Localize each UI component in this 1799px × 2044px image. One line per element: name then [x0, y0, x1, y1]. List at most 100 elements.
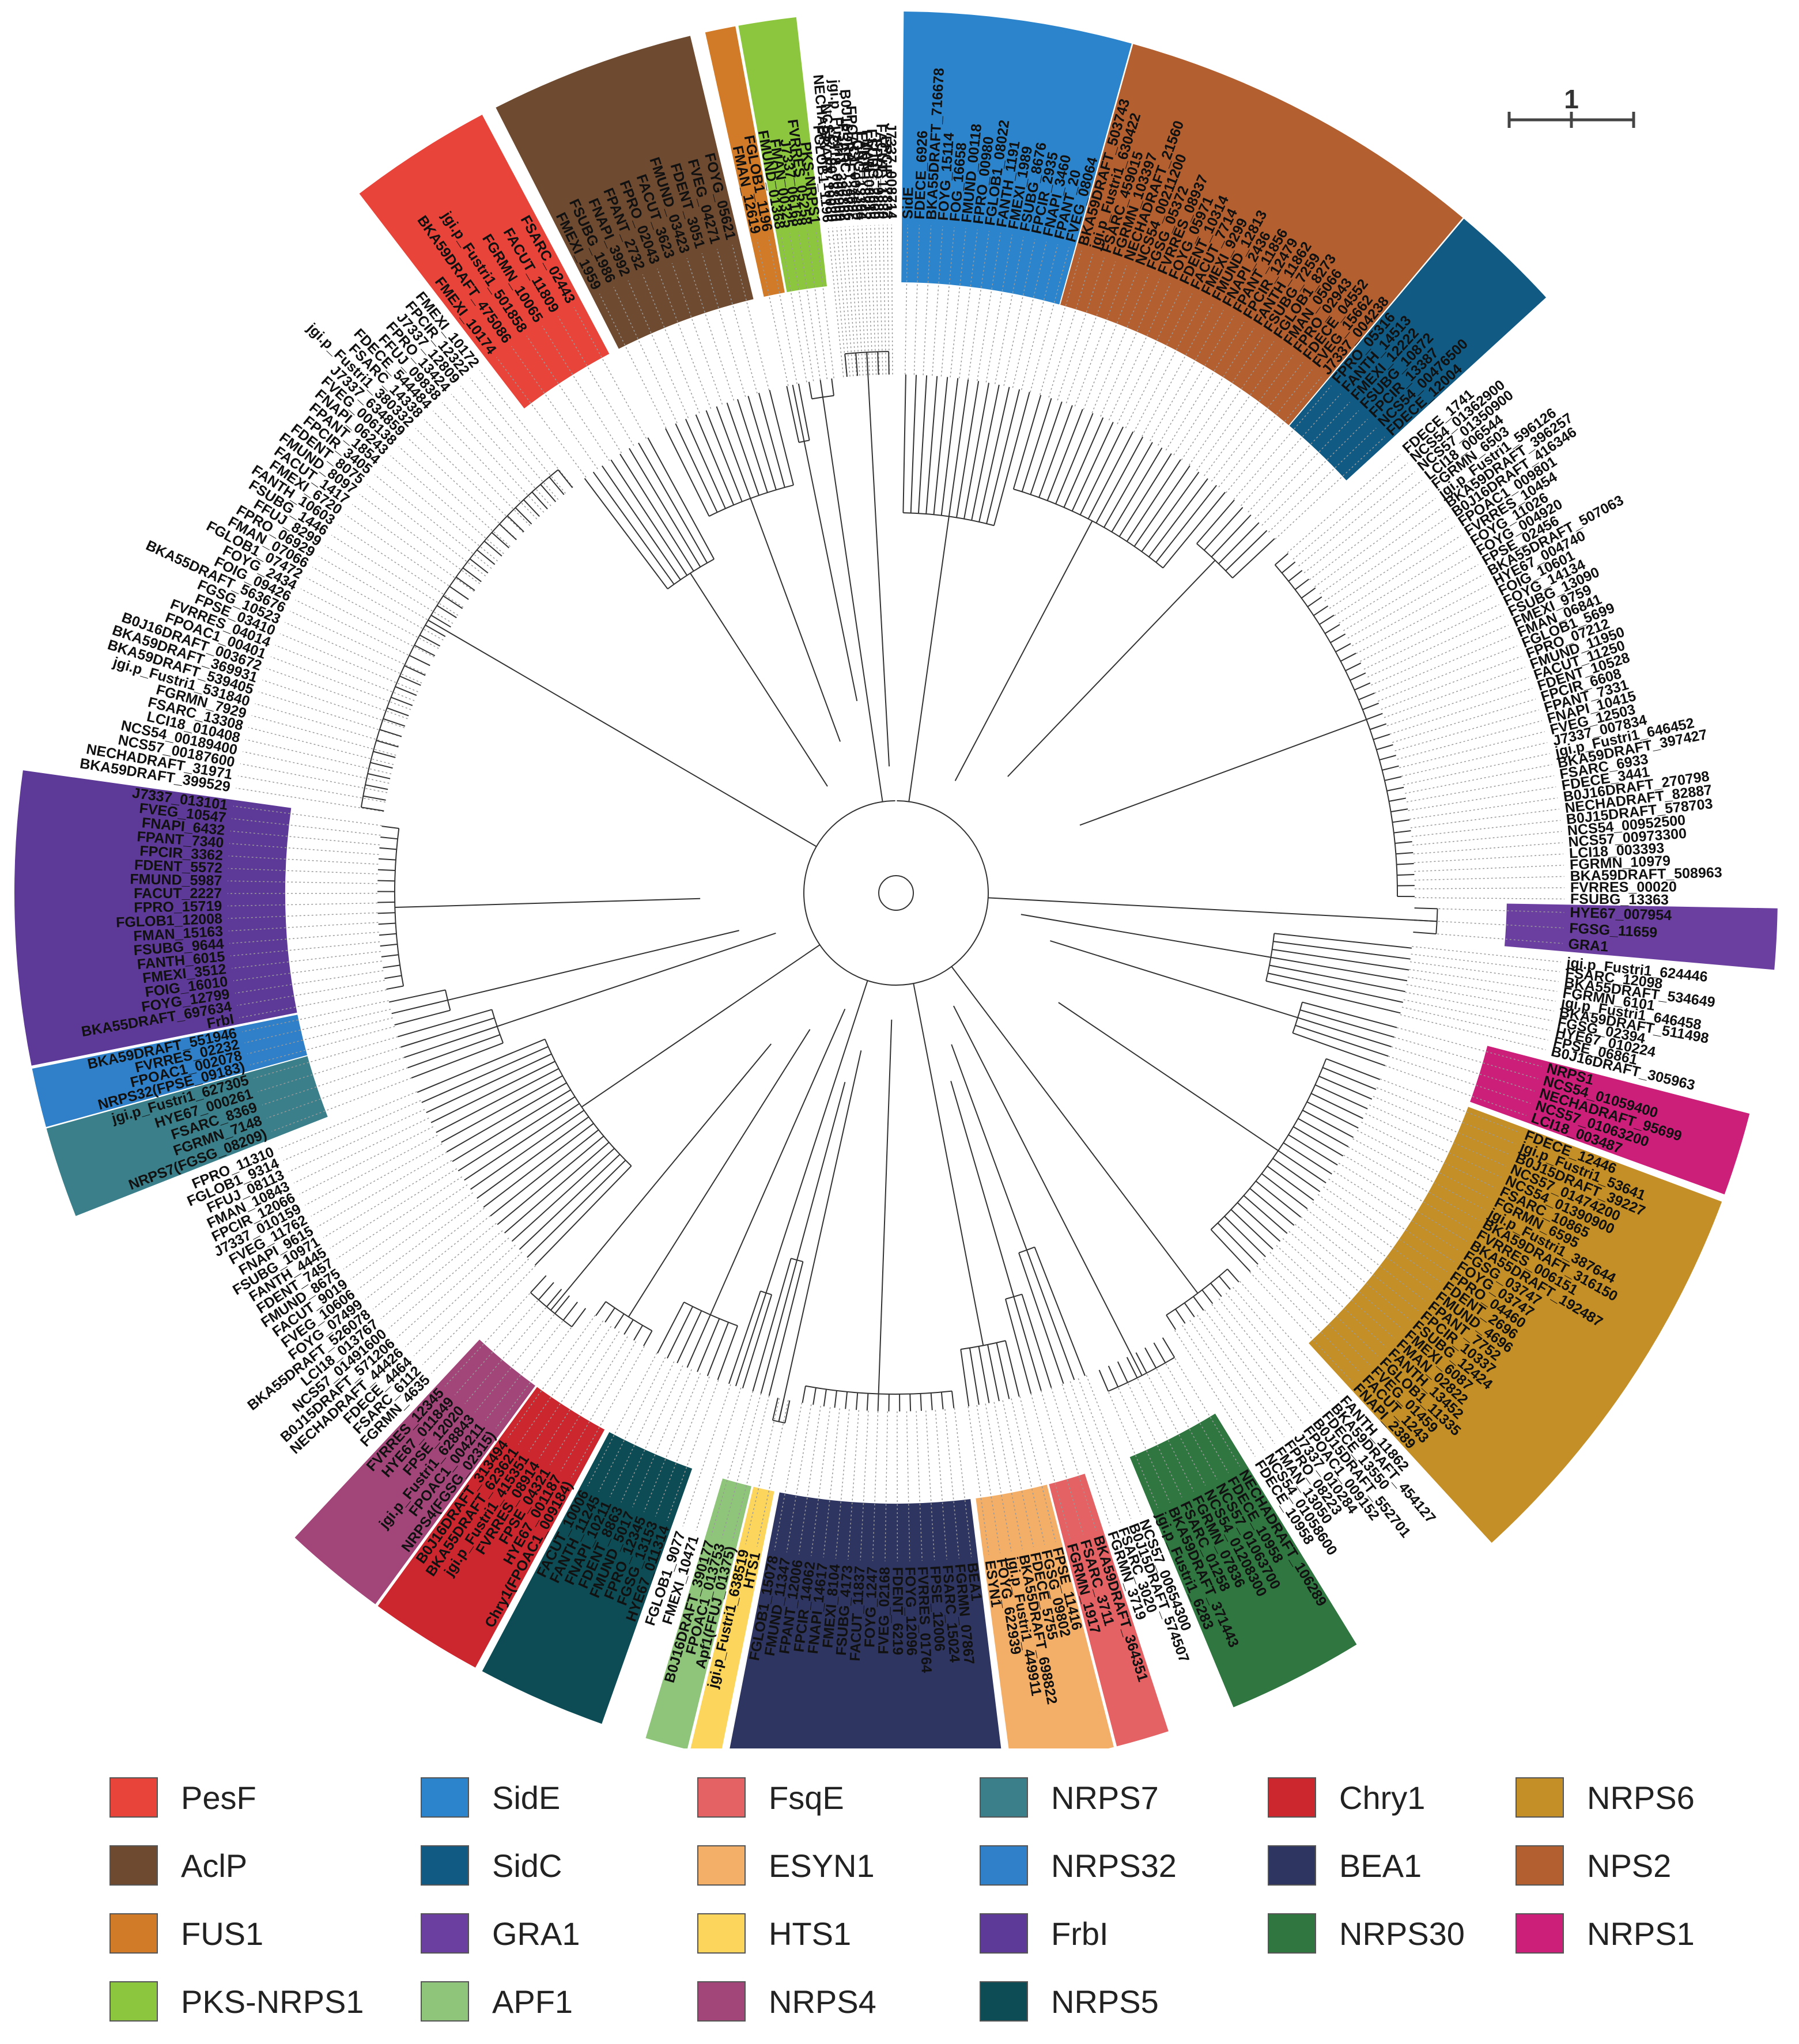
branch-spoke [419, 634, 441, 647]
leader-line [789, 233, 814, 381]
leader-line [1011, 1398, 1045, 1545]
legend-swatch [1515, 1913, 1564, 1954]
branch-spoke [388, 989, 446, 1003]
branch-spoke [1274, 933, 1412, 949]
branch-spoke [1007, 559, 1216, 777]
leader-line [628, 280, 689, 418]
leader-line [338, 524, 464, 608]
clade-sector-nrps4 [294, 1339, 535, 1604]
leader-line [993, 1402, 1023, 1550]
branch-spoke [399, 675, 421, 686]
leader-line [823, 1408, 840, 1558]
legend-label: NRPS5 [1051, 1983, 1159, 2020]
clade-sector-fus1 [705, 26, 785, 297]
branch-spoke [380, 836, 398, 840]
clade-sector-pesf [359, 115, 610, 409]
branch-spoke [1324, 624, 1340, 634]
leader-line [1135, 1352, 1206, 1486]
branch-spoke [1095, 436, 1144, 524]
leader-line [1039, 251, 1082, 395]
branch-spoke [1297, 1017, 1392, 1047]
branch-spoke [1227, 1269, 1239, 1283]
leader-line [549, 1336, 628, 1465]
branch-spoke [430, 1061, 555, 1123]
branch-spoke [370, 762, 393, 769]
branch-spoke [951, 1391, 955, 1409]
leader-line [248, 727, 394, 765]
clade-sector-pks-nrps1 [738, 17, 827, 293]
branch-arc [845, 351, 889, 355]
leader-line [906, 1411, 910, 1561]
legend: PesF SidE FsqE NRPS7 Chry1 NRPS6 AclP SidC ESYN1… [109, 1772, 1781, 2037]
leader-line [479, 370, 573, 488]
branch-spoke [1021, 1294, 1052, 1388]
leaf-label: FPCIR_7832 [878, 135, 895, 219]
branch-spoke [695, 414, 735, 505]
leader-line [1389, 688, 1533, 735]
leader-line [451, 393, 551, 506]
leader-line [878, 225, 883, 375]
branch-spoke [581, 944, 821, 1108]
legend-swatch [1268, 1845, 1316, 1886]
legend-swatch [421, 1981, 469, 2022]
branch-spoke [1055, 412, 1094, 505]
leader-line [1086, 1375, 1142, 1515]
leader-line [1403, 753, 1550, 786]
branch-spoke [1117, 1361, 1128, 1383]
branch-spoke [629, 448, 701, 567]
leader-line [1367, 614, 1505, 678]
leaf-label: SidE [900, 187, 916, 219]
leader-line [954, 1408, 972, 1557]
branch-spoke [866, 1393, 869, 1411]
leader-line [485, 1301, 578, 1421]
legend-swatch [109, 1845, 158, 1886]
leader-line [235, 970, 384, 994]
leader-line [1410, 808, 1559, 828]
branch-spoke [1034, 1247, 1086, 1376]
legend-item-esyn1: ESYN1 [697, 1839, 875, 1891]
leader-line [228, 868, 378, 875]
leader-line [1369, 1104, 1506, 1167]
leader-line [1204, 355, 1294, 476]
branch-spoke [735, 1292, 767, 1387]
leader-line [1256, 1265, 1362, 1374]
branch-spoke [1393, 830, 1411, 834]
leader-line [359, 494, 481, 584]
branch-spoke [1111, 447, 1163, 532]
branch-spoke [1295, 1024, 1389, 1057]
branch-spoke [808, 381, 812, 399]
branch-spoke [1162, 1337, 1176, 1358]
branch-spoke [1314, 1084, 1368, 1110]
branch-spoke [716, 406, 751, 499]
branch-spoke [1322, 1067, 1377, 1090]
legend-swatch [109, 1777, 158, 1818]
branch-spoke [386, 985, 404, 990]
branch-spoke [1144, 1347, 1157, 1369]
leader-line [244, 1009, 391, 1043]
leader-line [1021, 244, 1059, 390]
leader-line [254, 1036, 398, 1079]
leader-line [1057, 258, 1105, 400]
leader-line [396, 1237, 509, 1338]
leader-line [454, 1282, 554, 1395]
leader-line [832, 228, 848, 377]
branch-spoke [428, 619, 817, 847]
leader-line [1240, 393, 1341, 506]
branch-spoke [1012, 395, 1042, 490]
leader-line [904, 225, 908, 375]
branch-spoke [786, 386, 800, 443]
branch-spoke [802, 1386, 806, 1403]
leader-line [1100, 278, 1161, 417]
branch-spoke [507, 515, 524, 532]
leader-line [935, 1410, 947, 1560]
leader-line [1409, 968, 1558, 992]
legend-swatch [697, 1913, 746, 1954]
branch-spoke [491, 532, 509, 548]
leader-line [1282, 1238, 1395, 1339]
legend-item-nrps5: NRPS5 [980, 1975, 1159, 2027]
branch-spoke [557, 469, 573, 489]
leader-line [701, 253, 746, 397]
leader-line [1153, 1342, 1229, 1473]
leader-line [316, 1152, 447, 1228]
branch-spoke [497, 932, 776, 1027]
